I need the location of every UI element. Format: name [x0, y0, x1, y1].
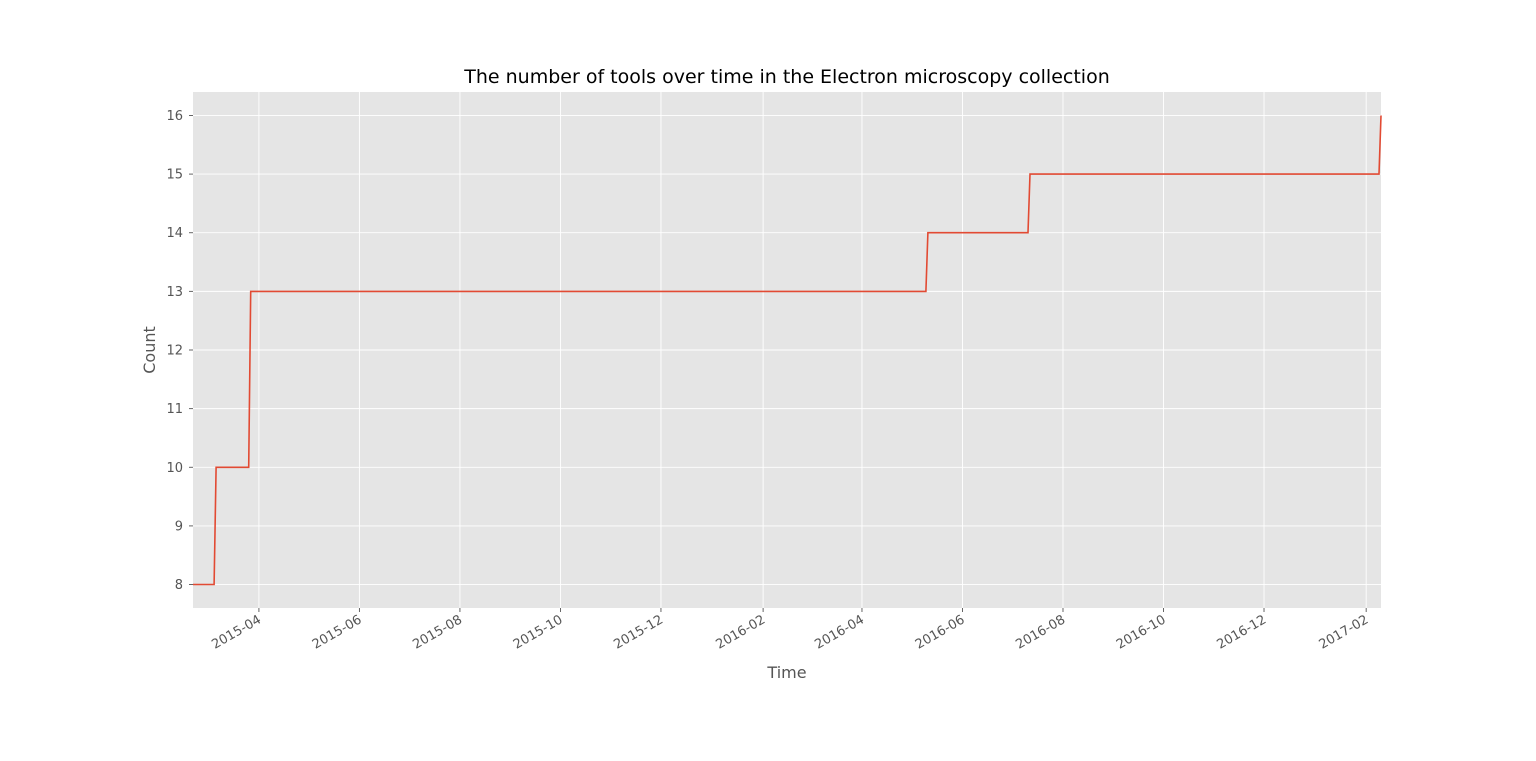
x-tick-label: 2015-04	[209, 612, 264, 652]
x-tick-label: 2015-10	[511, 612, 566, 652]
y-axis-ticks: 8 9 10 11 12 13 14 15 16	[166, 109, 193, 593]
x-tick-label: 2016-06	[913, 612, 968, 652]
y-tick-label: 10	[166, 461, 183, 476]
y-tick-label: 16	[166, 109, 183, 124]
y-axis-label: Count	[140, 326, 159, 374]
grid-lines	[193, 92, 1381, 608]
x-axis-label: Time	[766, 663, 806, 682]
y-tick-label: 13	[166, 285, 183, 300]
y-tick-label: 11	[166, 402, 183, 417]
x-tick-label: 2016-08	[1013, 612, 1068, 652]
y-tick-label: 9	[175, 519, 183, 534]
x-tick-label: 2015-08	[410, 612, 465, 652]
x-tick-label: 2015-06	[310, 612, 365, 652]
x-axis-ticks: 2015-04 2015-06 2015-08 2015-10 2015-12 2016-…	[209, 608, 1371, 653]
x-tick-label: 2017-02	[1317, 612, 1372, 652]
series-line	[193, 115, 1382, 586]
x-tick-label: 2016-10	[1114, 612, 1169, 652]
series-layer	[193, 115, 1382, 586]
x-tick-label: 2016-02	[714, 612, 769, 652]
y-tick-label: 15	[166, 168, 183, 183]
x-tick-label: 2016-12	[1214, 612, 1269, 652]
x-tick-label: 2016-04	[812, 612, 867, 652]
chart-title: The number of tools over time in the Ele…	[463, 66, 1110, 88]
y-tick-label: 14	[166, 226, 183, 241]
y-tick-label: 12	[166, 344, 183, 359]
x-tick-label: 2015-12	[611, 612, 666, 652]
y-tick-label: 8	[175, 578, 183, 593]
